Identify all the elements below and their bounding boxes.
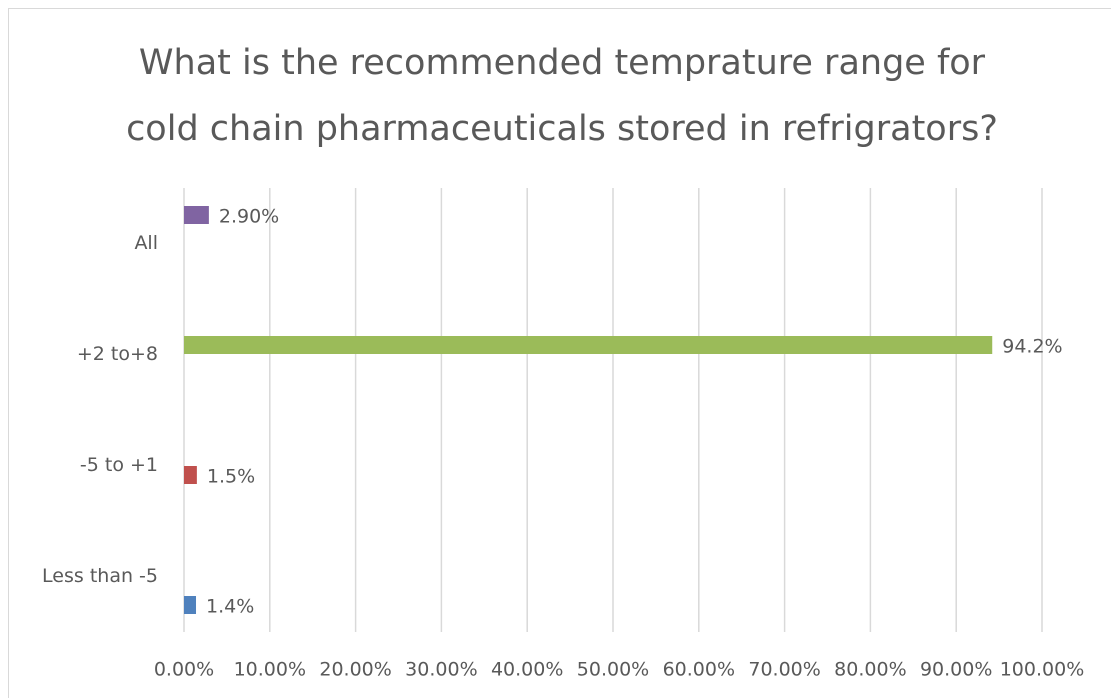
y-tick-label: All [134, 232, 158, 254]
chart-title: What is the recommended temprature range… [139, 43, 986, 83]
y-tick-label: +2 to+8 [77, 343, 158, 365]
data-label: 1.5% [207, 466, 255, 488]
data-label: 94.2% [1002, 336, 1062, 358]
chart-title: cold chain pharmaceuticals stored in ref… [126, 109, 998, 149]
x-tick-label: 100.00% [1000, 659, 1085, 681]
data-label: 1.4% [206, 596, 254, 618]
bar [184, 206, 209, 224]
x-tick-label: 30.00% [405, 659, 477, 681]
y-tick-label: Less than -5 [42, 565, 158, 587]
bar [184, 466, 197, 484]
y-tick-label: -5 to +1 [80, 454, 158, 476]
x-tick-label: 90.00% [920, 659, 992, 681]
x-tick-label: 10.00% [234, 659, 306, 681]
x-tick-label: 60.00% [663, 659, 735, 681]
x-tick-label: 70.00% [748, 659, 820, 681]
data-label: 2.90% [219, 206, 279, 228]
x-tick-label: 0.00% [154, 659, 214, 681]
x-tick-label: 50.00% [577, 659, 649, 681]
bar [184, 336, 993, 354]
x-tick-label: 80.00% [834, 659, 906, 681]
x-tick-label: 40.00% [491, 659, 563, 681]
bar [184, 596, 197, 614]
x-tick-label: 20.00% [319, 659, 391, 681]
